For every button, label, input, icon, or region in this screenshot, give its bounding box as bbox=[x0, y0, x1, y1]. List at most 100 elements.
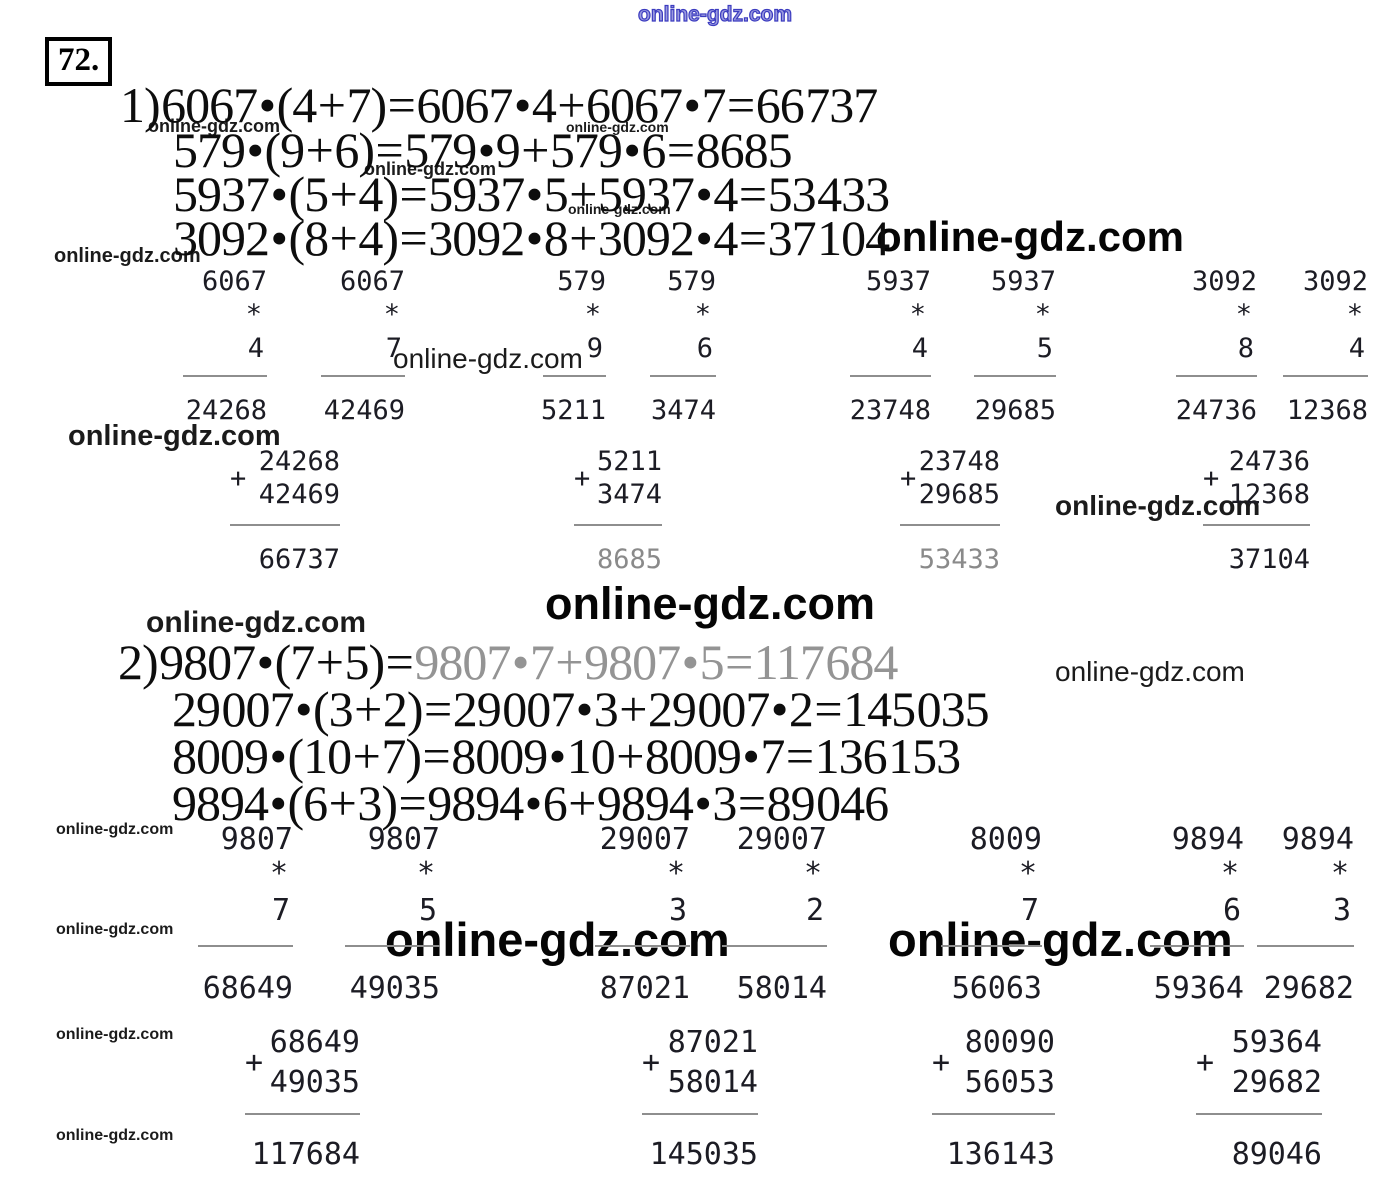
sum: 53433 bbox=[918, 544, 1000, 575]
addend-2: 29682 bbox=[1231, 1065, 1322, 1100]
multiply-asterisk: * bbox=[1346, 299, 1363, 330]
product: 42469 bbox=[323, 395, 405, 426]
addend-2: 49035 bbox=[269, 1065, 360, 1100]
product: 24736 bbox=[1175, 395, 1257, 426]
multiplication-column: 29007 * 2 58014 bbox=[722, 825, 827, 1009]
rule-line bbox=[1257, 945, 1354, 947]
sum: 117684 bbox=[251, 1137, 360, 1172]
plus-sign: + bbox=[574, 463, 591, 494]
multiplier: 6 bbox=[696, 333, 713, 364]
equation-line: 2) 9807 • (7 + 5) = 9807 • 7 + 9807 • 5 … bbox=[118, 634, 898, 690]
addition-column: +5211 3474 8685 bbox=[574, 448, 662, 580]
multiply-asterisk: * bbox=[245, 299, 262, 330]
sum: 37104 bbox=[1228, 544, 1310, 575]
addition-column: +23748 29685 53433 bbox=[900, 448, 1000, 580]
plus-sign: + bbox=[900, 463, 917, 494]
multiplier: 7 bbox=[271, 893, 290, 928]
plus-sign: + bbox=[932, 1045, 951, 1080]
product: 5211 bbox=[540, 395, 606, 426]
multiplication-column: 9807 * 5 49035 bbox=[345, 825, 440, 1009]
watermark-text: online-gdz.com bbox=[56, 1026, 174, 1043]
multiplication-column: 9894 * 3 29682 bbox=[1257, 825, 1354, 1009]
multiplier: 3 bbox=[1332, 893, 1351, 928]
rule-line bbox=[941, 945, 1042, 947]
rule-line bbox=[543, 375, 606, 377]
addend-1: 68649 bbox=[269, 1025, 360, 1060]
rule-line bbox=[1150, 945, 1244, 947]
product: 12368 bbox=[1286, 395, 1368, 426]
rule-line bbox=[900, 524, 1000, 526]
equation-line: 5937 • (5 + 4) = 5937 • 5 + 5937 • 4 = 5… bbox=[173, 166, 890, 222]
multiplicand: 3092 bbox=[1191, 266, 1257, 297]
rule-line bbox=[198, 945, 293, 947]
multiply-asterisk: * bbox=[666, 856, 685, 891]
product: 23748 bbox=[849, 395, 931, 426]
addend-1: 80090 bbox=[964, 1025, 1055, 1060]
watermark-text: online-gdz.com bbox=[1055, 656, 1245, 687]
rule-line bbox=[321, 375, 405, 377]
watermark-text: online-gdz.com bbox=[54, 245, 201, 267]
sum: 145035 bbox=[649, 1137, 758, 1172]
addend-2: 58014 bbox=[667, 1065, 758, 1100]
watermark-text: online-gdz.com bbox=[568, 201, 671, 217]
multiply-asterisk: * bbox=[1330, 856, 1349, 891]
multiply-asterisk: * bbox=[269, 856, 288, 891]
multiplication-column: 579 * 6 3474 bbox=[650, 268, 716, 430]
rule-line bbox=[850, 375, 931, 377]
rule-line bbox=[932, 1113, 1055, 1115]
multiplicand: 579 bbox=[557, 266, 606, 297]
multiplication-column: 579 * 9 5211 bbox=[540, 266, 606, 430]
multiplicand: 579 bbox=[667, 266, 716, 297]
watermark-text: online-gdz.com bbox=[148, 116, 280, 136]
multiply-asterisk: * bbox=[383, 299, 400, 330]
rule-line bbox=[245, 1113, 360, 1115]
equation-segment: 2) 9807 • (7 + 5) = bbox=[118, 634, 415, 690]
multiplier: 4 bbox=[1348, 333, 1365, 364]
plus-sign: + bbox=[230, 463, 247, 494]
multiply-asterisk: * bbox=[1018, 856, 1037, 891]
addend-2: 56053 bbox=[964, 1065, 1055, 1100]
multiply-asterisk: * bbox=[1220, 856, 1239, 891]
product: 3474 bbox=[650, 395, 716, 426]
multiply-asterisk: * bbox=[803, 856, 822, 891]
equation-line: 29 007 • (3 + 2) = 29 007 • 3 + 29 007 •… bbox=[172, 681, 990, 737]
multiplier: 2 bbox=[805, 893, 824, 928]
watermark-text: online-gdz.com bbox=[393, 343, 583, 374]
addend-1: 59364 bbox=[1231, 1025, 1322, 1060]
multiplicand: 6067 bbox=[339, 266, 405, 297]
multiplier: 7 bbox=[1020, 893, 1039, 928]
watermark-text: online-gdz.com bbox=[56, 1127, 174, 1144]
multiplier: 4 bbox=[911, 333, 928, 364]
multiplicand: 29007 bbox=[736, 822, 827, 857]
rule-line bbox=[1196, 1113, 1322, 1115]
product: 58014 bbox=[736, 971, 827, 1006]
multiplication-column: 8009 * 7 56063 bbox=[941, 825, 1042, 1009]
product: 29685 bbox=[974, 395, 1056, 426]
multiplication-column: 5937 * 5 29685 bbox=[974, 268, 1056, 430]
equation-line: 1) 6067 • (4 + 7) = 6067 • 4 + 6067 • 7 … bbox=[120, 77, 878, 133]
multiply-asterisk: * bbox=[416, 856, 435, 891]
rule-line bbox=[974, 375, 1056, 377]
multiplicand: 9807 bbox=[367, 822, 440, 857]
multiplicand: 9894 bbox=[1171, 822, 1244, 857]
multiplication-column: 6067 * 4 24268 bbox=[183, 268, 267, 430]
addend-2: 3474 bbox=[596, 479, 662, 510]
watermark-text: online-gdz.com bbox=[1055, 490, 1261, 521]
problem-number: 72. bbox=[58, 42, 100, 78]
multiplication-column: 6067 * 7 42469 bbox=[321, 268, 405, 430]
multiplication-column: 9894 * 6 59364 bbox=[1150, 825, 1244, 1009]
problem-number-box: 72. bbox=[45, 37, 113, 86]
addend-1: 23748 bbox=[918, 446, 1000, 477]
multiplication-column: 29007 * 3 87021 bbox=[595, 825, 690, 1009]
watermark-text: online-gdz.com bbox=[146, 606, 366, 639]
rule-line bbox=[345, 945, 440, 947]
addend-2: 29685 bbox=[918, 479, 1000, 510]
addition-column: +24736 12368 37104 bbox=[1203, 448, 1310, 580]
multiplicand: 6067 bbox=[201, 266, 267, 297]
watermark-text: online-gdz.com bbox=[566, 119, 669, 135]
sum: 136143 bbox=[946, 1137, 1055, 1172]
watermark-text: online-gdz.com bbox=[56, 821, 174, 838]
equation-line: 8009 • (10 + 7) = 8009 • 10 + 8009 • 7 =… bbox=[172, 728, 961, 784]
watermark-text: online-gdz.com bbox=[68, 420, 281, 452]
